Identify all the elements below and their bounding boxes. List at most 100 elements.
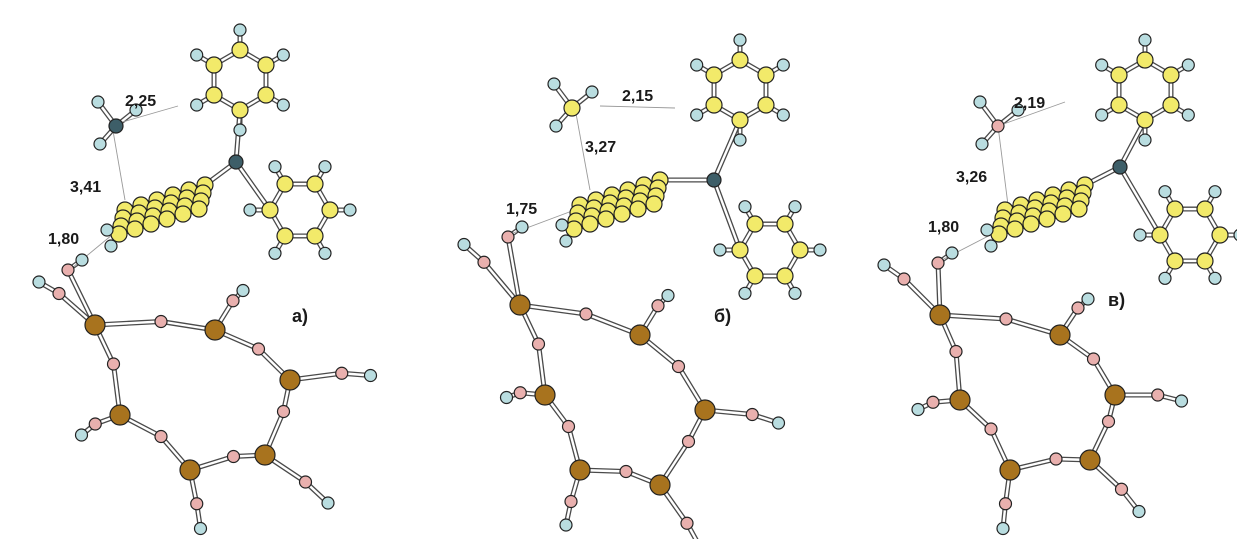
hydrogen-atom bbox=[1158, 185, 1172, 199]
bond bbox=[1118, 165, 1162, 237]
carbon-atom bbox=[1196, 252, 1214, 270]
hydrogen-atom bbox=[236, 283, 250, 298]
hydrogen-atom bbox=[661, 288, 675, 303]
hydrogen-atom bbox=[129, 103, 143, 117]
carbon-atom bbox=[645, 195, 663, 213]
hydrogen-atom bbox=[243, 203, 257, 217]
carbon-atom bbox=[1136, 111, 1154, 129]
bond bbox=[93, 320, 163, 327]
silicon-atom bbox=[84, 314, 106, 336]
hydrogen-atom bbox=[268, 160, 282, 174]
oxygen-atom bbox=[1151, 388, 1165, 402]
hydrogen-atom bbox=[776, 108, 790, 122]
oxygen-atom bbox=[154, 429, 168, 444]
oxygen-atom bbox=[991, 119, 1005, 133]
silicon-atom bbox=[179, 459, 201, 481]
silicon-atom bbox=[1049, 324, 1071, 346]
panel-label: а) bbox=[292, 306, 308, 326]
silicon-atom bbox=[949, 389, 971, 411]
carbon-atom bbox=[190, 200, 208, 218]
hydrogen-atom bbox=[190, 48, 204, 62]
bond bbox=[712, 118, 742, 182]
hydrogen-atom bbox=[877, 258, 891, 272]
silicon-atom bbox=[649, 474, 671, 496]
silicon-atom bbox=[569, 459, 591, 481]
hydrogen-atom bbox=[690, 108, 704, 122]
hydrogen-atom bbox=[1181, 108, 1195, 122]
hydrogen-atom bbox=[555, 218, 569, 232]
bond bbox=[234, 160, 272, 212]
bond bbox=[506, 235, 522, 307]
oxygen-atom bbox=[1114, 482, 1129, 496]
carbon-atom bbox=[1038, 210, 1056, 228]
carbon-atom bbox=[321, 201, 339, 219]
oxygen-atom bbox=[190, 497, 204, 511]
bond bbox=[938, 313, 1008, 321]
carbon-atom bbox=[1022, 215, 1040, 233]
oxygen-atom bbox=[154, 314, 168, 329]
distance-label-1: 2,25 bbox=[125, 93, 156, 110]
hydrogen-atom bbox=[975, 137, 989, 151]
carbon-atom bbox=[257, 56, 275, 74]
silicon-atom bbox=[534, 384, 556, 406]
hydrogen-atom bbox=[321, 496, 335, 510]
carbon-atom bbox=[1211, 226, 1229, 244]
silicon-atom bbox=[254, 444, 276, 466]
hydrogen-atom bbox=[457, 237, 471, 252]
oxygen-atom bbox=[61, 263, 75, 277]
carbon-atom bbox=[731, 111, 749, 129]
oxygen-atom bbox=[501, 230, 515, 244]
hydrogen-atom bbox=[1138, 133, 1152, 147]
carbon-atom bbox=[1162, 66, 1180, 84]
carbon-atom bbox=[776, 267, 794, 285]
carbon-atom bbox=[205, 56, 223, 74]
panel-c-atoms bbox=[877, 33, 1237, 536]
hydrogen-atom bbox=[1208, 271, 1222, 285]
bond bbox=[1118, 118, 1147, 169]
carbon-atom bbox=[174, 205, 192, 223]
hydrogen-atom bbox=[343, 203, 357, 217]
hydrogen-atom bbox=[738, 286, 752, 300]
hydrogen-atom bbox=[1138, 33, 1152, 47]
oxygen-atom bbox=[998, 497, 1013, 511]
oxygen-atom bbox=[1086, 352, 1101, 366]
hydrogen-atom bbox=[515, 220, 529, 234]
carbon-atom bbox=[1054, 205, 1072, 223]
carbon-atom bbox=[731, 51, 749, 69]
oxygen-atom bbox=[335, 366, 349, 380]
hydrogen-atom bbox=[190, 98, 204, 112]
hydrogen-atom bbox=[559, 234, 573, 248]
carbon-atom bbox=[126, 220, 144, 238]
hydrogen-atom bbox=[1208, 185, 1222, 199]
carbon-atom bbox=[613, 205, 631, 223]
oxygen-atom bbox=[984, 422, 998, 436]
carbon-atom bbox=[306, 175, 324, 193]
oxygen-atom bbox=[1101, 414, 1116, 429]
carbon-atom bbox=[257, 86, 275, 104]
carbon-atom bbox=[205, 86, 223, 104]
hydrogen-atom bbox=[945, 246, 959, 260]
panel-label: в) bbox=[1108, 290, 1125, 310]
carbon-atom bbox=[757, 96, 775, 114]
hydrogen-atom bbox=[733, 33, 747, 47]
oxygen-atom bbox=[276, 404, 291, 419]
panel-a: 2,25 3,41 1,80 а) bbox=[32, 23, 378, 536]
carbon-atom bbox=[231, 101, 249, 119]
hydrogen-atom bbox=[1081, 292, 1095, 306]
oxygen-atom bbox=[1071, 301, 1085, 315]
hydrogen-atom bbox=[771, 416, 786, 430]
hydrogen-atom bbox=[233, 23, 247, 37]
oxygen-atom bbox=[931, 256, 945, 270]
hydrogen-atom bbox=[973, 95, 987, 109]
panel-b: 2,15 3,27 1,75 б) bbox=[457, 33, 827, 539]
hydrogen-atom bbox=[733, 133, 747, 147]
hydrogen-atom bbox=[1174, 394, 1189, 408]
carbon-atom bbox=[1110, 66, 1128, 84]
carbon-atom bbox=[791, 241, 809, 259]
hydrogen-atom bbox=[911, 402, 925, 417]
hydrogen-atom bbox=[1095, 58, 1109, 72]
carbon-atom bbox=[306, 227, 324, 245]
silicon-atom bbox=[509, 294, 531, 316]
hydrogen-atom bbox=[100, 223, 114, 237]
